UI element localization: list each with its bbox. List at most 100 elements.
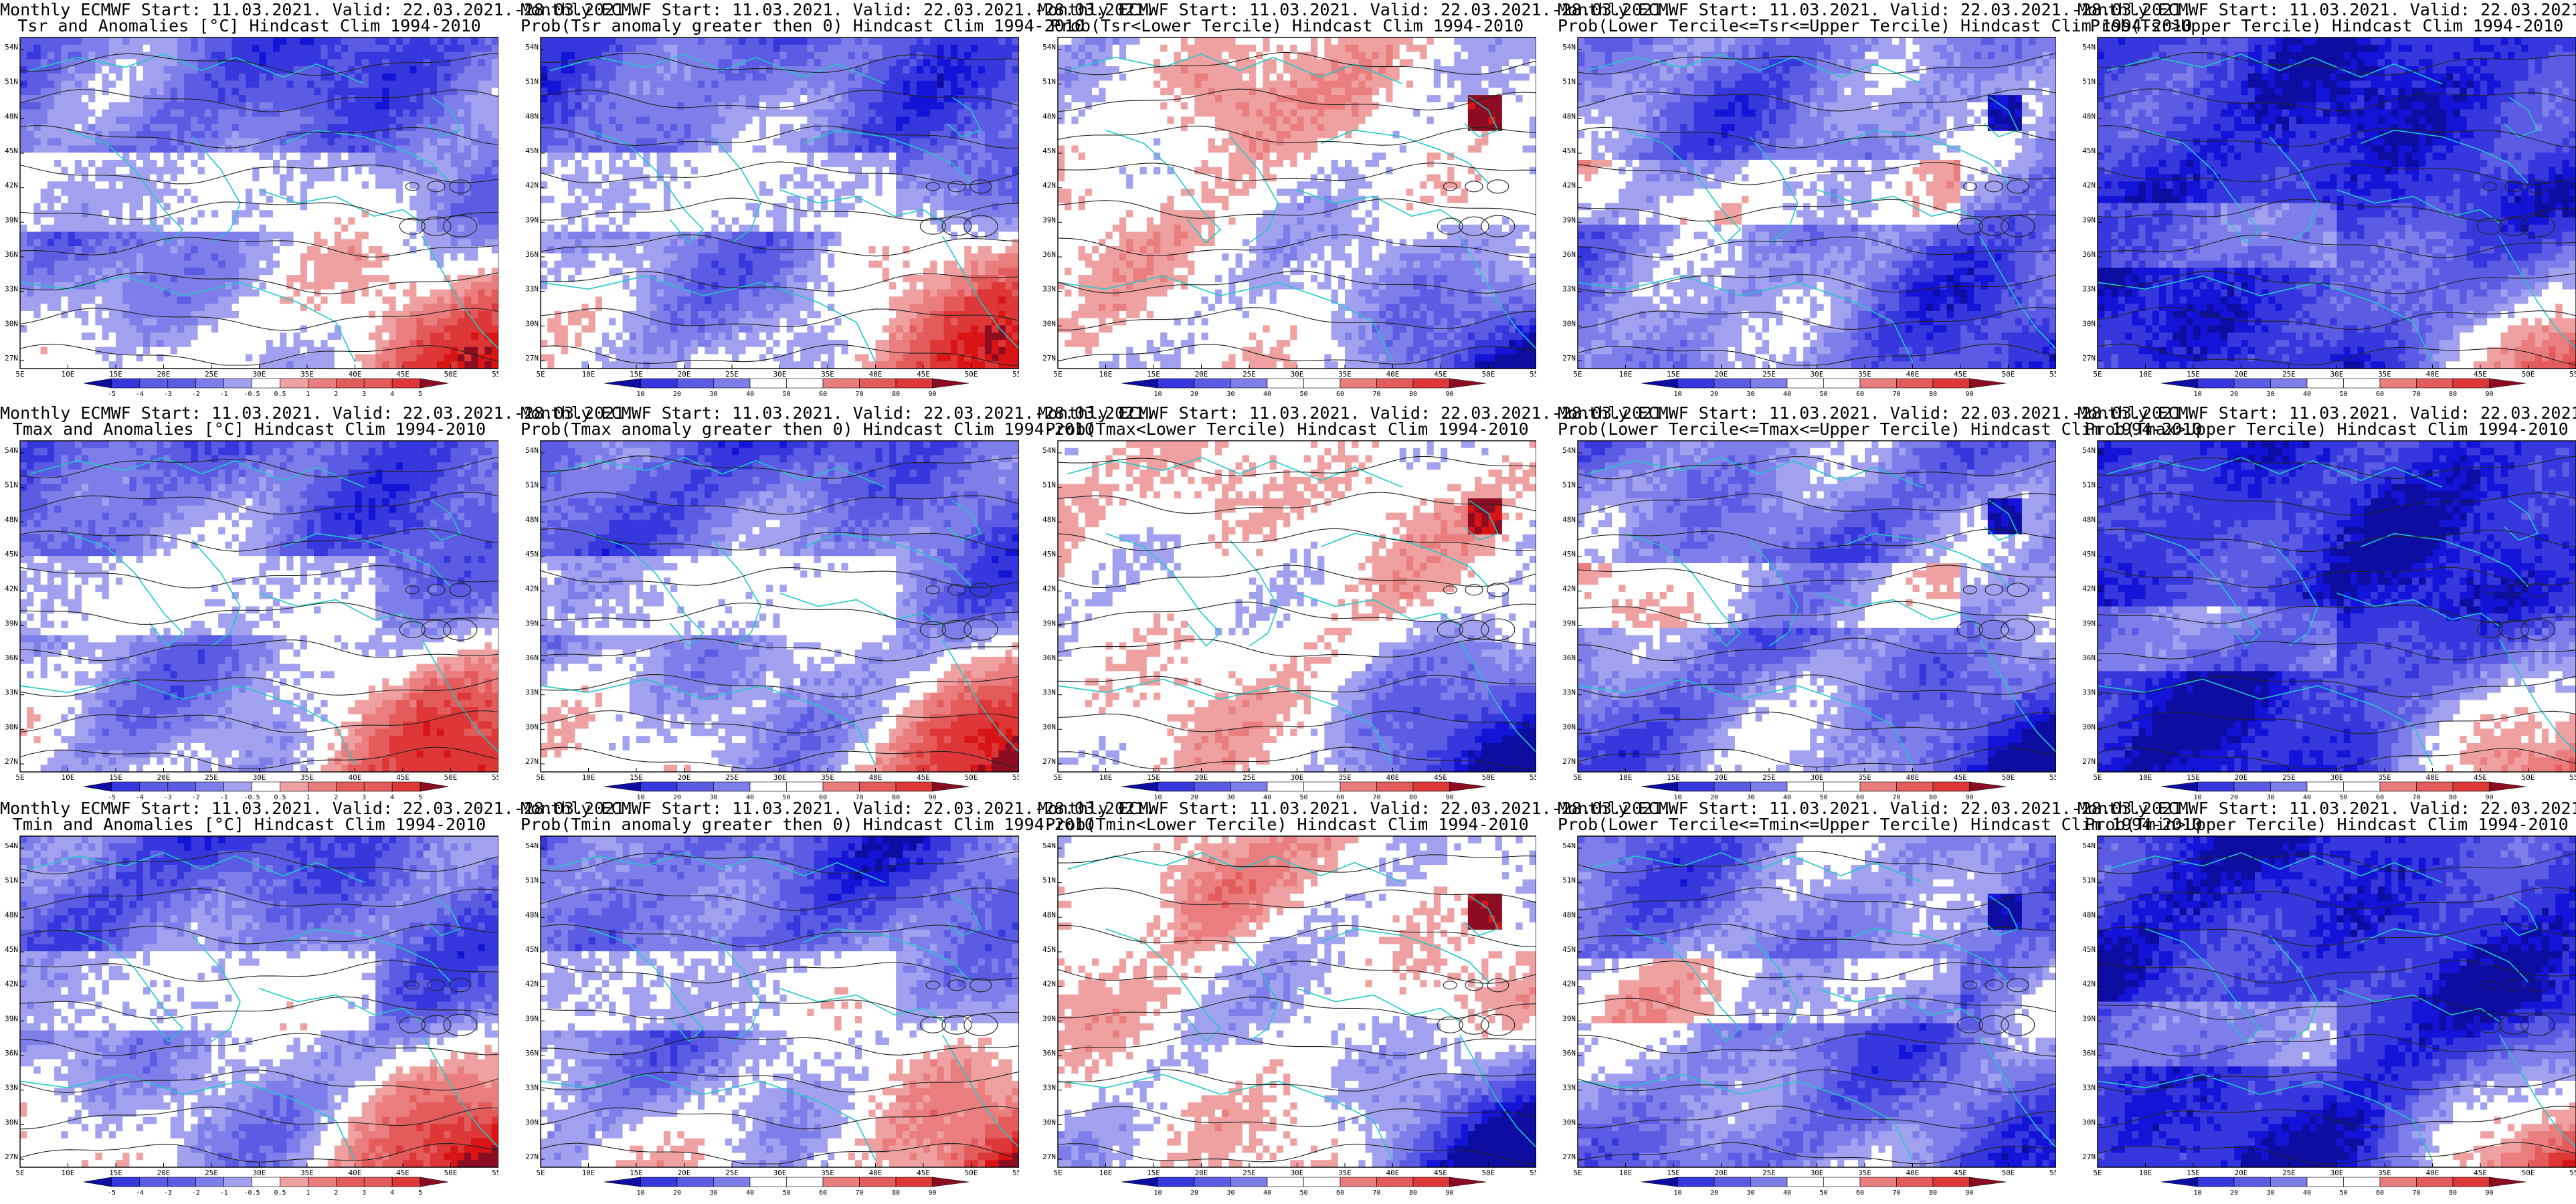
x-tick-label: 45E: [917, 773, 930, 782]
y-tick-label: 27N: [1042, 354, 1056, 363]
x-tick-label: 35E: [1338, 1169, 1352, 1177]
forecast-map: 27N 30N 33N 36N 39N 42N 45N 48N 51N 54N 5E 10E 15E 20…: [1562, 835, 2056, 1197]
y-tick-label: 54N: [1562, 841, 1576, 850]
y-tick-label: 45N: [1042, 550, 1056, 559]
coastlines: [2097, 851, 2576, 1161]
colorbar-label: 20: [673, 794, 681, 801]
y-tick-label: 42N: [1042, 980, 1056, 989]
colorbar-label: 60: [1856, 794, 1864, 801]
x-tick-label: 25E: [1762, 1169, 1776, 1177]
colorbar-label: 90: [1445, 391, 1453, 398]
colorbar-label: 40: [746, 1189, 754, 1197]
panel-title-line1: Monthly ECMWF Start: 11.03.2021. Valid: …: [2078, 1, 2576, 19]
y-tick-label: 42N: [2082, 980, 2096, 989]
x-tick-label: 45E: [1434, 773, 1447, 782]
x-tick-label: 25E: [205, 773, 218, 782]
x-tick-label: 5E: [1053, 1169, 1062, 1177]
contour-lines: [1057, 850, 1536, 1165]
y-tick-label: 54N: [5, 446, 18, 455]
x-tick-label: 35E: [1338, 370, 1352, 379]
colorbar-label: 30: [2266, 1189, 2274, 1197]
y-tick-label: 45N: [525, 146, 539, 155]
y-tick-label: 45N: [1042, 945, 1056, 954]
y-tick-label: 30N: [2082, 319, 2096, 328]
colorbar-label: 60: [1336, 391, 1344, 398]
colorbar-label: 70: [2412, 794, 2420, 801]
colorbar-label: 60: [819, 794, 827, 801]
x-tick-label: 30E: [2330, 370, 2344, 379]
colorbar-label: 70: [2412, 1189, 2420, 1197]
colorbar-label: 5: [418, 391, 422, 398]
y-tick-label: 33N: [1562, 688, 1576, 697]
x-tick-label: 15E: [630, 773, 643, 782]
forecast-panel-tmin-3: Monthly ECMWF Start: 11.03.2021. Valid: …: [1038, 799, 1672, 1200]
x-tick-label: 15E: [1667, 773, 1680, 782]
x-tick-label: 30E: [1811, 1169, 1824, 1177]
x-tick-label: 25E: [1762, 370, 1776, 379]
coastlines: [1577, 851, 2056, 1161]
panel-title-line2: Prob(Tmin<Lower Tercile) Hindcast Clim 1…: [1038, 816, 1536, 833]
y-tick-label: 27N: [1042, 1152, 1056, 1161]
colorbar-label: 90: [2485, 794, 2493, 801]
x-tick-label: 5E: [536, 773, 545, 782]
colorbar: 10 20 30 40 50 60 70 80 90: [1641, 1177, 2007, 1197]
forecast-panel-tmin-2: Monthly ECMWF Start: 11.03.2021. Valid: …: [521, 799, 1155, 1200]
y-tick-label: 51N: [2082, 481, 2096, 490]
colorbar-label: 50: [1819, 1189, 1827, 1197]
x-tick-label: 25E: [1762, 773, 1776, 782]
x-tick-label: 5E: [536, 370, 545, 379]
x-tick-label: 55E: [492, 1169, 498, 1177]
y-tick-label: 33N: [1562, 1084, 1576, 1092]
x-tick-label: 50E: [965, 370, 978, 379]
forecast-panel-tmin-4: Monthly ECMWF Start: 11.03.2021. Valid: …: [1558, 799, 2202, 1200]
forecast-panel-tmax-3: Monthly ECMWF Start: 11.03.2021. Valid: …: [1038, 403, 1672, 805]
y-tick-label: 39N: [525, 619, 539, 627]
colorbar-label: 80: [1409, 391, 1417, 398]
y-tick-label: 42N: [5, 181, 18, 190]
colorbar-label: 20: [1710, 391, 1718, 398]
y-tick-label: 39N: [525, 1014, 539, 1023]
y-tick-label: 27N: [2082, 354, 2096, 363]
x-tick-label: 15E: [109, 1169, 122, 1177]
x-tick-label: 20E: [678, 370, 691, 379]
colorbar-label: 10: [636, 391, 644, 398]
y-tick-label: 42N: [1042, 585, 1056, 593]
coastlines: [2097, 53, 2576, 363]
y-tick-label: 30N: [1042, 319, 1056, 328]
x-tick-label: 55E: [1530, 1169, 1536, 1177]
colorbar-label: 20: [2230, 794, 2238, 801]
y-tick-label: 33N: [525, 285, 539, 294]
y-tick-label: 51N: [525, 481, 539, 490]
y-tick-label: 51N: [5, 481, 18, 490]
colorbar-label: 50: [782, 1189, 790, 1197]
x-tick-label: 45E: [396, 370, 409, 379]
x-tick-label: 10E: [1619, 1169, 1633, 1177]
colorbar-label: 90: [1965, 1189, 1973, 1197]
colorbar-label: 10: [1154, 1189, 1162, 1197]
x-tick-label: 5E: [2093, 370, 2102, 379]
colorbar: 10 20 30 40 50 60 70 80 90: [604, 378, 970, 398]
colorbar-label: 50: [1819, 794, 1827, 801]
colorbar-label: -0.5: [244, 794, 260, 801]
shaded-field: [1578, 37, 2056, 369]
x-tick-label: 25E: [725, 370, 739, 379]
x-tick-label: 20E: [678, 773, 691, 782]
y-tick-label: 48N: [2082, 112, 2096, 120]
x-tick-label: 55E: [2049, 773, 2056, 782]
coastlines: [2097, 456, 2576, 766]
y-tick-label: 42N: [5, 585, 18, 593]
colorbar: 10 20 30 40 50 60 70 80 90: [604, 1177, 970, 1197]
x-tick-label: 45E: [1954, 1169, 1967, 1177]
colorbar-label: 70: [855, 1189, 863, 1197]
y-tick-label: 42N: [1562, 585, 1576, 593]
colorbar-label: 10: [1154, 794, 1162, 801]
x-tick-label: 55E: [2049, 1169, 2056, 1177]
x-tick-label: 45E: [2474, 370, 2487, 379]
x-tick-label: 10E: [62, 773, 75, 782]
colorbar-label: 3: [362, 794, 366, 801]
colorbar-label: 40: [1783, 794, 1791, 801]
colorbar-label: 70: [2412, 391, 2420, 398]
x-tick-label: 40E: [1386, 773, 1400, 782]
x-tick-label: 10E: [1099, 370, 1113, 379]
y-tick-label: 33N: [1042, 1084, 1056, 1092]
